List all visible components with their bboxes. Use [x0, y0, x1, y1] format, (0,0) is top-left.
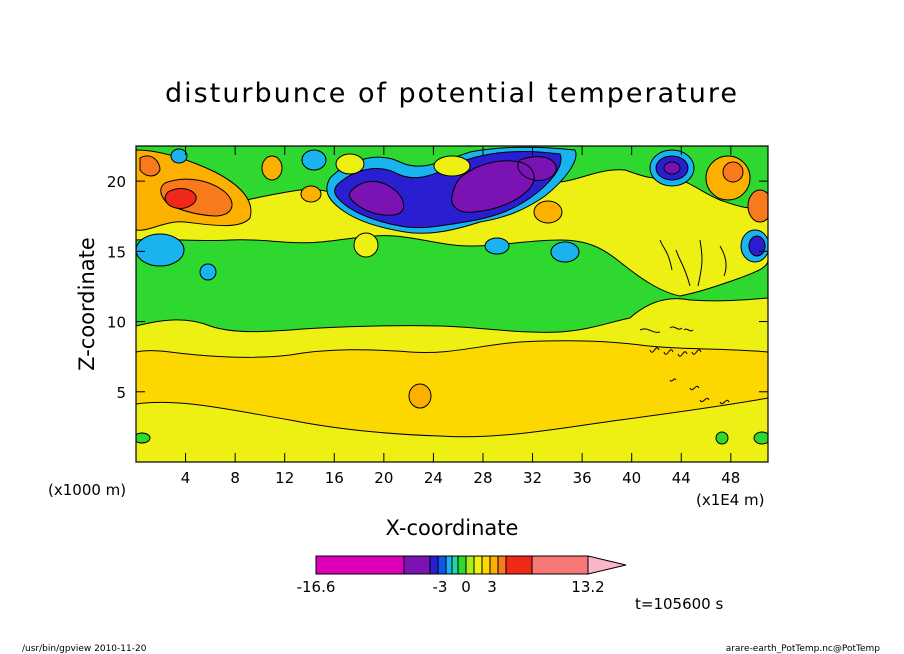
- colorbar-segment: [489, 555, 499, 575]
- blob-yellow-small1: [335, 153, 365, 175]
- colorbar: [315, 555, 627, 575]
- x-tick-label: 8: [230, 469, 240, 487]
- blob-purple-mid: [348, 156, 557, 216]
- x-tick-label: 32: [523, 469, 542, 487]
- x-tick-label: 48: [721, 469, 740, 487]
- y-tick-label: 20: [107, 173, 126, 191]
- blob-green-botright: [715, 431, 729, 445]
- colorbar-tick-label-2: 0: [461, 578, 471, 596]
- colorbar-segment: [497, 555, 507, 575]
- blob-yellow-small2: [353, 232, 379, 258]
- blob-green-botleft: [136, 432, 151, 444]
- blob-cyan-small: [199, 263, 217, 281]
- contour-lines-right: [639, 239, 730, 405]
- colorbar-segment: [457, 555, 467, 575]
- colorbar-segment: [445, 555, 453, 575]
- y-tick-label: 5: [116, 384, 126, 402]
- blob-purple-topright: [663, 161, 681, 175]
- x-unit-label: (x1000 m): [48, 481, 126, 499]
- blob-yellow-mid1: [433, 155, 471, 177]
- blob-cyan-left: [136, 233, 185, 267]
- plot-frame: [135, 145, 769, 463]
- plot-area: [136, 146, 768, 462]
- x-tick-label: 44: [672, 469, 691, 487]
- colorbar-segment: [473, 555, 483, 575]
- colorbar-max-label: 13.2: [571, 578, 604, 596]
- colorbar-segment: [481, 555, 491, 575]
- x-tick-label: 12: [275, 469, 294, 487]
- x-tick-label: 40: [622, 469, 641, 487]
- colorbar-segment: [465, 555, 475, 575]
- blob-cyan-top1: [170, 148, 188, 164]
- footer-left: /usr/bin/gpview 2010-11-20: [22, 644, 147, 654]
- colorbar-segment: [451, 555, 459, 575]
- x-tick-label: 20: [374, 469, 393, 487]
- y-tick-label: 15: [107, 243, 126, 261]
- colorbar-segment: [403, 555, 431, 575]
- x-tick-label: 24: [424, 469, 443, 487]
- band-orange-low: [136, 340, 768, 438]
- blob-darkorange-topleft: [139, 155, 233, 217]
- x-axis-ticks: 4 8 12 16 20 24 28 32 36 40 44 48: [181, 146, 740, 487]
- blob-cyan-top2: [301, 149, 327, 171]
- blob-darkorange-right1: [722, 161, 744, 183]
- x-axis-label: X-coordinate: [386, 516, 519, 540]
- y-tick-label: 10: [107, 314, 126, 332]
- blob-cyan-mid2: [484, 237, 510, 255]
- blob-orange-small2: [300, 185, 322, 203]
- chart-title: disturbunce of potential temperature: [165, 78, 739, 109]
- y-axis-ticks: 5 10 15 20: [107, 173, 768, 402]
- time-annotation: t=105600 s: [635, 595, 723, 613]
- blob-orange-mid1: [533, 200, 563, 224]
- x-tick-label: 16: [325, 469, 344, 487]
- colorbar-segment: [531, 555, 589, 575]
- colorbar-arrow: [587, 555, 627, 575]
- colorbar-segment: [315, 555, 405, 575]
- colorbar-segment: [505, 555, 533, 575]
- x-scale-label: (x1E4 m): [696, 491, 765, 509]
- blob-orange-right2: [747, 189, 768, 223]
- blob-red-topleft: [164, 188, 197, 209]
- blob-blue-right: [748, 235, 766, 257]
- colorbar-min-label: -16.6: [297, 578, 336, 596]
- colorbar-segment: [429, 555, 439, 575]
- y-axis-label: Z-coordinate: [75, 237, 99, 371]
- x-tick-label: 28: [473, 469, 492, 487]
- colorbar-tick-label-3: 3: [487, 578, 497, 596]
- blob-orange-small1: [261, 155, 283, 181]
- footer-right: arare-earth_PotTemp.nc@PotTemp: [726, 644, 881, 654]
- x-tick-label: 36: [573, 469, 592, 487]
- colorbar-segment: [437, 555, 447, 575]
- x-tick-label: 4: [181, 469, 191, 487]
- blob-orange-low: [408, 383, 432, 409]
- blob-green-right: [753, 431, 768, 445]
- blob-cyan-mid3: [550, 241, 580, 263]
- colorbar-tick-label-1: -3: [433, 578, 448, 596]
